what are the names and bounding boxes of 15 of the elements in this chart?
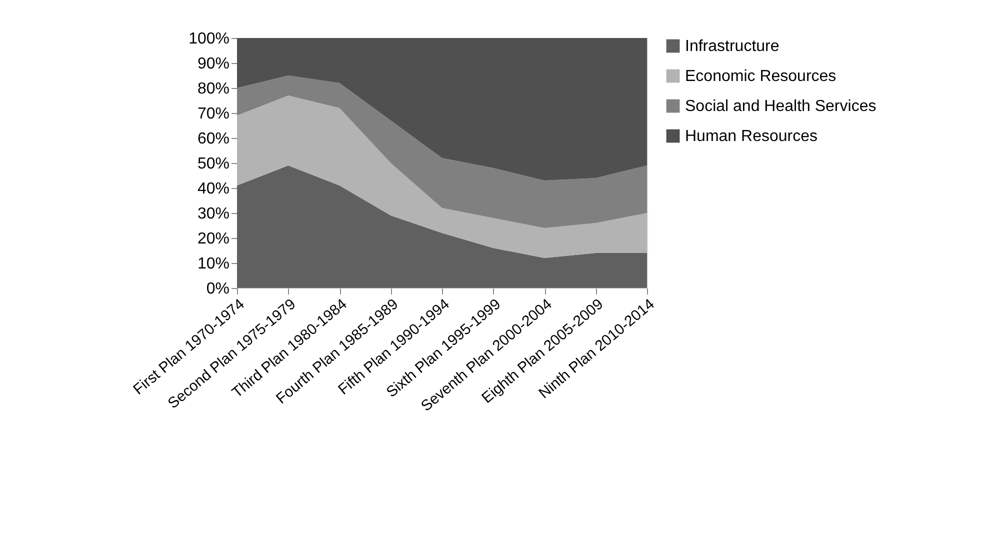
y-tick-label: 70%	[197, 106, 230, 122]
legend-label: Human Resources	[685, 128, 818, 145]
y-tick-label: 80%	[197, 80, 230, 98]
y-tick-label: 10%	[197, 256, 230, 272]
y-tick-label: 90%	[197, 56, 230, 72]
legend-label: Economic Resources	[685, 68, 836, 85]
y-tick-label: 100%	[188, 30, 230, 48]
legend-label: Infrastructure	[685, 38, 780, 55]
y-tick-label: 30%	[197, 206, 230, 222]
y-tick-label: 40%	[197, 180, 230, 198]
y-tick-label: 0%	[206, 280, 230, 298]
legend-label: Social and Health Services	[685, 98, 876, 115]
y-tick-label: 50%	[197, 156, 230, 172]
y-tick-label: 60%	[197, 130, 230, 148]
y-tick-label: 20%	[197, 230, 230, 248]
